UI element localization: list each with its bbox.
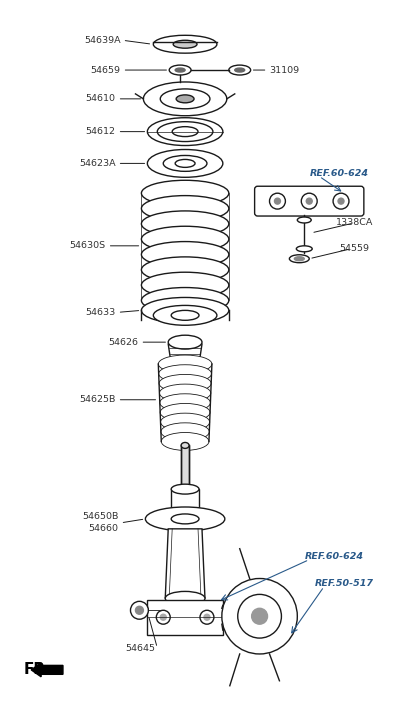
Ellipse shape (157, 121, 213, 142)
Ellipse shape (142, 226, 229, 252)
Text: 54650B: 54650B (82, 513, 118, 521)
Ellipse shape (147, 118, 223, 145)
Ellipse shape (297, 217, 311, 223)
Circle shape (301, 193, 317, 209)
Ellipse shape (142, 272, 229, 298)
Ellipse shape (145, 507, 225, 531)
Circle shape (333, 193, 349, 209)
Ellipse shape (160, 394, 210, 411)
Text: 31109: 31109 (270, 65, 300, 75)
Ellipse shape (175, 159, 195, 167)
Circle shape (204, 614, 210, 620)
Ellipse shape (235, 68, 245, 72)
Text: 54633: 54633 (85, 308, 116, 317)
Ellipse shape (175, 68, 185, 72)
Circle shape (160, 614, 166, 620)
Polygon shape (165, 529, 205, 598)
Circle shape (136, 606, 143, 614)
Ellipse shape (160, 384, 211, 402)
Ellipse shape (229, 65, 251, 75)
Text: 1338CA: 1338CA (336, 219, 374, 228)
Ellipse shape (142, 241, 229, 268)
Ellipse shape (181, 443, 189, 449)
Text: 54630S: 54630S (70, 241, 106, 250)
Text: 54612: 54612 (86, 127, 116, 136)
Ellipse shape (161, 423, 209, 441)
Ellipse shape (159, 374, 211, 393)
Text: 54659: 54659 (90, 65, 120, 75)
Circle shape (130, 601, 148, 619)
Ellipse shape (169, 65, 191, 75)
Ellipse shape (171, 484, 199, 494)
Text: 54559: 54559 (339, 244, 369, 253)
Ellipse shape (171, 514, 199, 524)
Ellipse shape (296, 246, 312, 252)
Circle shape (306, 198, 312, 204)
Ellipse shape (153, 305, 217, 325)
Ellipse shape (158, 355, 212, 373)
Ellipse shape (160, 413, 210, 431)
Ellipse shape (153, 36, 217, 53)
Text: REF.50-517: REF.50-517 (315, 579, 374, 588)
Circle shape (156, 610, 170, 624)
Ellipse shape (165, 591, 205, 606)
FancyArrow shape (31, 663, 63, 677)
FancyBboxPatch shape (255, 186, 364, 216)
Text: 54610: 54610 (86, 95, 116, 103)
Ellipse shape (168, 335, 202, 349)
Circle shape (274, 198, 280, 204)
Ellipse shape (143, 82, 227, 116)
Ellipse shape (172, 126, 198, 137)
Ellipse shape (294, 257, 304, 261)
Ellipse shape (171, 310, 199, 321)
Ellipse shape (147, 150, 223, 177)
Circle shape (270, 193, 286, 209)
Text: REF.60-624: REF.60-624 (310, 169, 369, 178)
Circle shape (200, 610, 214, 624)
Circle shape (338, 198, 344, 204)
Ellipse shape (289, 254, 309, 262)
Ellipse shape (163, 156, 207, 172)
Ellipse shape (142, 211, 229, 237)
Text: 54625B: 54625B (79, 395, 116, 404)
Text: 54623A: 54623A (79, 159, 116, 168)
Bar (147, 601, 223, 635)
Ellipse shape (160, 403, 210, 422)
Ellipse shape (142, 196, 229, 222)
Ellipse shape (160, 89, 210, 109)
Text: 54660: 54660 (88, 524, 118, 534)
Ellipse shape (142, 180, 229, 206)
Ellipse shape (161, 433, 209, 451)
Ellipse shape (173, 40, 197, 48)
Bar (171, 489, 199, 517)
Ellipse shape (159, 365, 212, 382)
Ellipse shape (142, 257, 229, 283)
Text: 54626: 54626 (108, 337, 138, 347)
Ellipse shape (142, 288, 229, 313)
Ellipse shape (171, 512, 199, 522)
Circle shape (222, 579, 297, 654)
Ellipse shape (142, 297, 229, 324)
Text: 54639A: 54639A (84, 36, 120, 45)
Circle shape (252, 608, 268, 624)
Ellipse shape (171, 358, 199, 370)
Circle shape (238, 595, 282, 638)
Text: 54645: 54645 (125, 643, 155, 653)
Text: REF.60-624: REF.60-624 (305, 552, 364, 561)
Bar (181, 446, 189, 489)
Text: FR.: FR. (23, 662, 51, 678)
Ellipse shape (176, 95, 194, 103)
